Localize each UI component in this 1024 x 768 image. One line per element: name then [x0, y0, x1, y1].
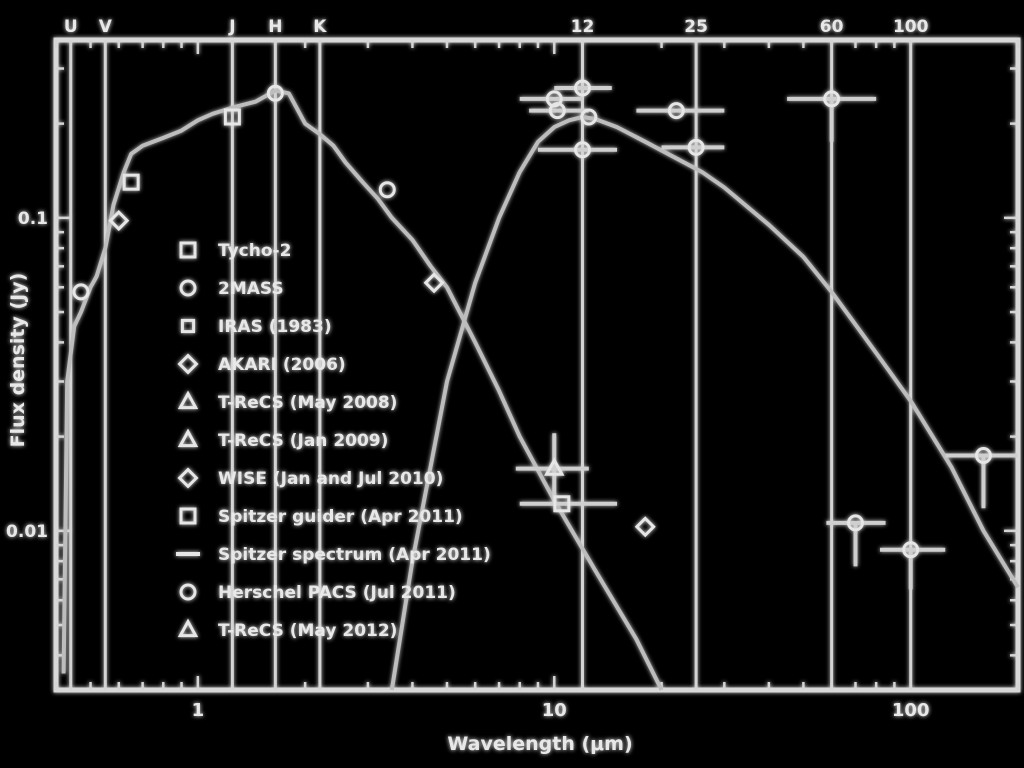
legend-label: Herschel PACS (Jul 2011): [218, 583, 456, 603]
legend-label: Spitzer guider (Apr 2011): [218, 507, 463, 527]
legend-entry: T-ReCS (Jan 2009): [177, 428, 388, 451]
plot-frame: [53, 37, 1021, 693]
x-tick-label: 10: [542, 700, 567, 721]
circle-marker: [72, 283, 90, 301]
square-marker: [122, 173, 140, 191]
band-label: 12: [571, 17, 595, 37]
data-point: [423, 272, 445, 294]
data-point: [108, 210, 130, 232]
data-point: [72, 283, 90, 301]
legend: Tycho-2 2MASS IRAS (1983) AKARI (2006) T-ReC…: [176, 241, 491, 641]
data-point: [554, 79, 612, 97]
square-marker: [180, 318, 196, 334]
band-label: V: [99, 17, 113, 37]
data-point: [537, 141, 618, 159]
x-tick-label: 100: [892, 700, 930, 721]
circle-marker: [548, 102, 566, 120]
x-tick-label: 1: [192, 700, 205, 721]
circle-marker: [580, 108, 598, 126]
model-curves: [61, 88, 1020, 691]
circle-marker: [846, 514, 864, 532]
square-marker: [179, 241, 197, 259]
square-marker: [223, 108, 241, 126]
diamond-marker: [177, 353, 199, 375]
band-label: 25: [684, 17, 708, 37]
data-point: [122, 173, 140, 191]
legend-entry: T-ReCS (May 2012): [177, 618, 397, 641]
diamond-marker: [634, 516, 656, 538]
y-axis-label: Flux density (Jy): [7, 273, 29, 448]
legend-label: AKARI (2006): [218, 355, 346, 375]
legend-entry: AKARI (2006): [177, 353, 346, 375]
circle-marker: [573, 79, 591, 97]
legend-label: Tycho-2: [218, 241, 291, 261]
x-axis-label: Wavelength (μm): [447, 733, 632, 755]
legend-label: T-ReCS (May 2008): [218, 393, 397, 413]
legend-label: T-ReCS (Jan 2009): [218, 431, 388, 451]
band-label: J: [228, 17, 235, 37]
data-point: [519, 495, 618, 513]
band-lines: U V J H K 12 25 60 100: [64, 17, 929, 690]
square-marker: [553, 495, 571, 513]
band-label: 60: [820, 17, 844, 37]
legend-label: IRAS (1983): [218, 317, 332, 337]
band-label: K: [313, 17, 327, 37]
data-point: [223, 108, 241, 126]
data-point: [519, 90, 583, 108]
data-points: [72, 79, 1018, 590]
circle-marker: [974, 447, 992, 465]
band-label: 100: [893, 17, 929, 37]
data-point: [661, 138, 725, 156]
circle-marker: [687, 138, 705, 156]
data-point: [787, 90, 877, 142]
diamond-marker: [177, 467, 199, 489]
data-point: [634, 516, 656, 538]
legend-label: Spitzer spectrum (Apr 2011): [218, 545, 491, 565]
legend-label: T-ReCS (May 2012): [218, 621, 397, 641]
legend-entry: WISE (Jan and Jul 2010): [177, 467, 443, 489]
data-point: [636, 102, 725, 120]
circle-marker: [573, 141, 591, 159]
data-point: [529, 102, 589, 120]
data-point: [515, 433, 589, 504]
legend-entry: Spitzer guider (Apr 2011): [179, 507, 463, 527]
data-point: [879, 541, 946, 590]
band-label: U: [64, 17, 78, 37]
legend-entry: T-ReCS (May 2008): [177, 390, 397, 413]
legend-entry: Spitzer spectrum (Apr 2011): [176, 545, 491, 565]
circle-marker: [266, 84, 284, 102]
triangle-marker: [544, 457, 565, 476]
legend-label: 2MASS: [218, 279, 284, 299]
data-point: [580, 108, 598, 126]
y-tick-label: 0.1: [18, 209, 48, 229]
axis-ticks: 1 10 100 0.1 0.01: [6, 40, 1020, 721]
circle-marker: [902, 541, 920, 559]
data-point: [378, 181, 396, 199]
data-point: [945, 447, 1018, 509]
triangle-marker: [177, 428, 199, 448]
y-tick-label: 0.01: [6, 522, 48, 542]
circle-marker: [667, 102, 685, 120]
legend-entry: 2MASS: [179, 279, 284, 299]
legend-entry: Tycho-2: [179, 241, 291, 261]
triangle-marker: [177, 618, 199, 638]
legend-entry: Herschel PACS (Jul 2011): [179, 583, 456, 603]
legend-entry: IRAS (1983): [180, 317, 332, 337]
legend-label: WISE (Jan and Jul 2010): [218, 469, 443, 489]
data-point: [826, 514, 886, 567]
model-curve: [389, 115, 1020, 691]
data-point: [266, 84, 284, 102]
circle-marker: [179, 583, 197, 601]
circle-marker: [179, 279, 197, 297]
circle-marker: [823, 90, 841, 108]
triangle-marker: [177, 390, 199, 410]
diamond-marker: [423, 272, 445, 294]
diamond-marker: [108, 210, 130, 232]
circle-marker: [378, 181, 396, 199]
band-label: H: [268, 17, 282, 37]
square-marker: [179, 507, 197, 525]
